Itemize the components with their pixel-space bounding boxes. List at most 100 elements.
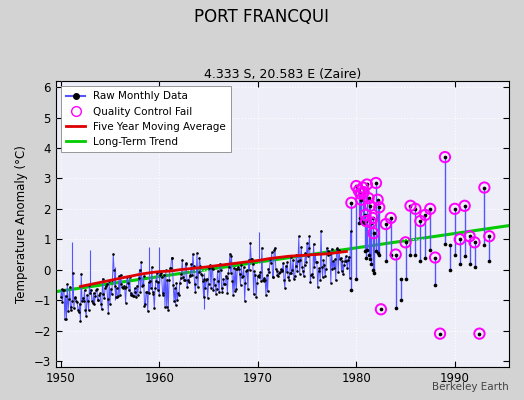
Point [161, 304, 169, 310]
Point [374, 196, 382, 203]
Point [256, 269, 265, 276]
Point [84, 307, 93, 313]
Point [57, 294, 65, 300]
Point [441, 154, 449, 160]
Point [109, 251, 117, 258]
Point [144, 308, 152, 314]
Point [334, 269, 342, 275]
Point [471, 239, 479, 246]
Point [362, 218, 370, 224]
Point [461, 203, 469, 209]
Point [201, 285, 210, 292]
Point [311, 251, 320, 258]
Point [356, 190, 365, 197]
Point [265, 269, 274, 276]
Point [111, 283, 119, 289]
Point [480, 242, 488, 248]
Point [242, 268, 250, 274]
Point [182, 261, 191, 268]
Point [63, 281, 71, 288]
Point [310, 264, 319, 270]
Point [151, 285, 159, 291]
Point [118, 284, 126, 290]
Point [446, 266, 454, 273]
Point [196, 262, 204, 269]
Point [220, 281, 228, 288]
Point [194, 284, 202, 290]
Point [184, 276, 192, 283]
Point [128, 292, 136, 298]
Point [155, 292, 163, 298]
Point [401, 239, 410, 246]
Point [78, 298, 86, 304]
Point [313, 284, 322, 290]
Point [277, 267, 286, 273]
Point [231, 288, 239, 294]
Point [61, 292, 70, 299]
Point [126, 292, 135, 299]
Point [149, 291, 158, 297]
Point [95, 292, 104, 298]
Point [281, 263, 290, 269]
Point [241, 298, 249, 304]
Point [230, 265, 238, 271]
Point [90, 301, 99, 308]
Point [381, 221, 390, 227]
Point [355, 187, 363, 194]
Point [259, 278, 268, 284]
Point [377, 306, 385, 312]
Point [357, 196, 365, 203]
Point [130, 285, 139, 292]
Point [164, 307, 172, 313]
Point [296, 270, 304, 277]
Point [341, 258, 349, 264]
Point [264, 288, 272, 294]
Point [294, 233, 303, 239]
Point [103, 281, 111, 287]
Point [222, 275, 231, 282]
Point [80, 298, 88, 304]
Point [372, 248, 380, 255]
Point [246, 240, 255, 246]
Point [160, 272, 168, 278]
Point [209, 266, 217, 272]
Point [96, 290, 104, 297]
Point [313, 258, 321, 265]
Point [461, 253, 469, 259]
Point [134, 292, 142, 298]
Point [436, 330, 444, 337]
Point [416, 218, 424, 224]
Point [120, 283, 128, 289]
Point [274, 273, 282, 280]
Point [68, 298, 77, 304]
Point [75, 300, 84, 307]
Point [86, 290, 94, 296]
Point [262, 292, 270, 298]
Point [303, 253, 312, 259]
Point [375, 251, 384, 258]
Point [243, 266, 252, 273]
Point [485, 257, 494, 264]
Point [296, 257, 304, 263]
Point [236, 282, 245, 288]
Point [303, 240, 311, 246]
Point [206, 262, 214, 268]
Point [171, 302, 180, 308]
Point [67, 304, 75, 310]
Point [361, 248, 369, 255]
Point [387, 215, 395, 221]
Point [309, 274, 317, 280]
Point [280, 276, 288, 283]
Point [141, 300, 149, 307]
Point [270, 247, 278, 253]
Point [352, 276, 361, 282]
Point [375, 204, 384, 210]
Point [138, 282, 146, 289]
Point [233, 266, 242, 272]
Point [168, 255, 177, 261]
Point [301, 250, 310, 256]
Point [374, 250, 382, 256]
Point [480, 184, 488, 191]
Point [359, 184, 367, 191]
Point [261, 277, 269, 284]
